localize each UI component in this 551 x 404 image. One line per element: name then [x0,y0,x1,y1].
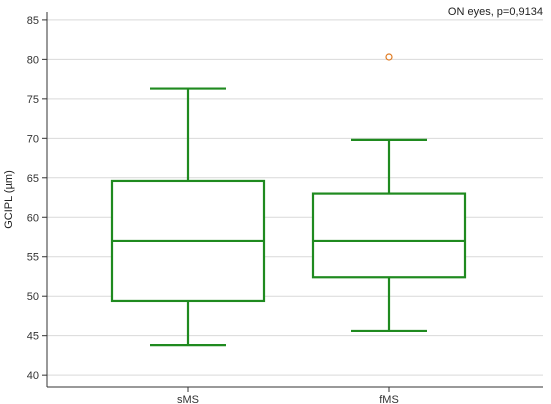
x-tick-label: fMS [379,394,399,404]
p-value-annotation: ON eyes, p=0,9134 [447,6,543,18]
y-tick-label: 65 [27,173,39,185]
axis-layer: 40 45 50 55 60 65 70 75 80 85 sMS fMS [27,12,543,404]
outlier-point [385,53,393,61]
y-tick-label: 55 [27,252,39,264]
x-tick-label: sMS [177,394,199,404]
y-axis-title: GCIPL (µm) [3,170,15,229]
y-tick-label: 60 [27,212,39,224]
box-layer [110,53,467,347]
box-fMS [311,192,467,279]
y-tick-label: 50 [27,291,39,303]
y-tick-label: 85 [27,15,39,27]
y-tick-label: 45 [27,331,39,343]
y-tick-label: 70 [27,133,39,145]
y-tick-label: 80 [27,54,39,66]
y-tick-label: 75 [27,94,39,106]
y-tick-label: 40 [27,370,39,382]
